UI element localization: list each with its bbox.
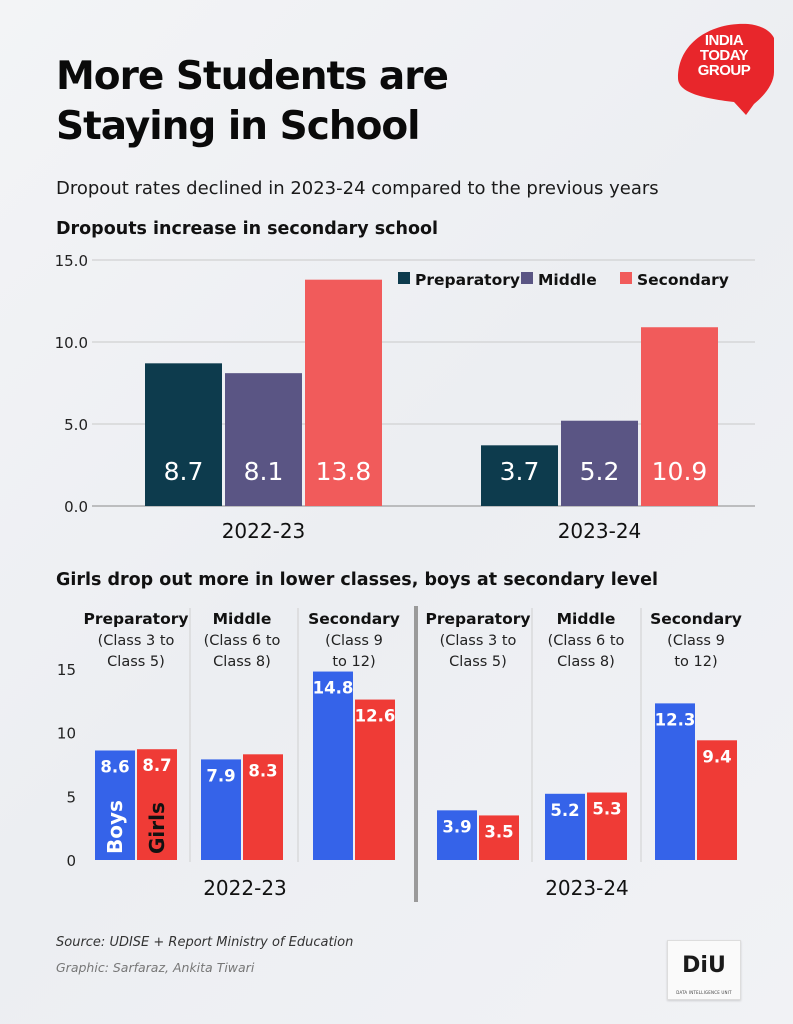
chart1-x-category-label: 2023-24: [558, 519, 642, 543]
graphic-credit: Graphic: Sarfaraz, Ankita Tiwari: [56, 960, 255, 975]
chart1-bar-value-label: 13.8: [316, 457, 372, 486]
source-note: Source: UDISE + Report Ministry of Educa…: [56, 935, 354, 950]
chart2-bar-boys: [201, 759, 241, 860]
chart2-level-class-range-line1: (Class 9: [325, 633, 383, 649]
chart1-bar-secondary: [641, 327, 718, 506]
chart1-legend-label: Middle: [538, 271, 597, 289]
chart1-y-tick-label: 10.0: [55, 334, 88, 352]
chart1-bar-value-label: 5.2: [580, 457, 620, 486]
chart2-bar-value-girls: 3.5: [484, 822, 513, 841]
chart2-bar-value-girls: 5.3: [592, 800, 621, 819]
chart1-legend-swatch: [620, 272, 632, 284]
chart2-level-class-range-line1: (Class 3 to: [440, 633, 517, 649]
chart2-bar-girls: [479, 815, 519, 860]
chart1-y-tick-label: 15.0: [55, 252, 88, 270]
chart2-bar-boys: [95, 750, 135, 860]
chart2-level-name: Secondary: [308, 610, 400, 628]
chart2-bar-girls: [587, 792, 627, 860]
chart2-dropouts-by-gender: 0 5 10 15 Preparatory (Class 3 to Class 5) 8.6 8…: [57, 606, 742, 902]
logo-line-2: TODAY: [699, 47, 749, 64]
chart1-title: Dropouts increase in secondary school: [56, 219, 439, 239]
subtitle: Dropout rates declined in 2023-24 compar…: [56, 178, 659, 199]
chart2-level-class-range-line1: (Class 3 to: [98, 633, 175, 649]
chart2-series-label-girls: Girls: [145, 802, 169, 854]
chart1-bar-middle: [561, 420, 638, 506]
logo-line-1: INDIA: [704, 32, 744, 49]
chart2-bar-boys: [655, 703, 695, 860]
title-line-1: More Students are: [56, 54, 449, 99]
chart2-bar-girls: [243, 754, 283, 860]
chart1-bar-value-label: 8.7: [164, 457, 204, 486]
chart2-level-class-range-line2: Class 5): [107, 654, 165, 670]
chart2-bar-girls: [137, 749, 177, 860]
chart2-bar-value-boys: 14.8: [313, 679, 354, 698]
chart2-y-tick-label: 0: [66, 852, 76, 870]
chart1-bar-middle: [225, 373, 302, 506]
chart1-legend-label: Secondary: [637, 271, 729, 289]
chart2-level-name: Secondary: [650, 610, 742, 628]
chart2-bar-girls: [697, 740, 737, 860]
chart1-legend-label: Preparatory: [415, 271, 520, 289]
logo-text: INDIA TODAY GROUP: [672, 33, 776, 78]
chart2-year-label: 2023-24: [545, 876, 629, 900]
logo-line-3: GROUP: [697, 62, 751, 79]
chart2-level-class-range-line2: Class 5): [449, 654, 507, 670]
chart1-x-category-label: 2022-23: [222, 519, 306, 543]
chart1-y-tick-label: 0.0: [64, 498, 88, 516]
chart2-series-label-boys: Boys: [103, 800, 127, 854]
chart2-bar-value-girls: 8.7: [142, 756, 171, 775]
chart2-level-class-range-line2: to 12): [674, 654, 717, 670]
chart2-bar-boys: [437, 810, 477, 860]
chart2-bar-value-boys: 8.6: [100, 757, 129, 776]
chart2-level-class-range-line1: (Class 9: [667, 633, 725, 649]
chart1-legend-swatch: [521, 272, 533, 284]
chart2-bar-value-boys: 7.9: [206, 766, 235, 785]
chart2-level-name: Preparatory: [426, 610, 531, 628]
chart2-level-class-range-line1: (Class 6 to: [548, 633, 625, 649]
chart2-level-name: Preparatory: [84, 610, 189, 628]
chart2-level-class-range-line1: (Class 6 to: [204, 633, 281, 649]
chart2-bar-boys: [313, 671, 353, 860]
chart1-dropouts-by-level: 0.0 5.0 10.0 15.0 8.7 8.1 13.8 2022-23 3.7 5.2 10.…: [55, 252, 755, 543]
chart1-bar-secondary: [305, 279, 382, 506]
chart2-bar-value-girls: 12.6: [355, 707, 396, 726]
chart1-legend-swatch: [398, 272, 410, 284]
chart2-level-name: Middle: [557, 610, 616, 628]
chart2-bar-value-girls: 8.3: [248, 761, 277, 780]
logo-shape-icon: [678, 23, 774, 115]
chart2-y-tick-label: 10: [57, 725, 76, 743]
page-title: More Students are Staying in School: [56, 52, 449, 152]
chart1-bar-value-label: 8.1: [244, 457, 284, 486]
chart1-bar-preparatory: [481, 445, 558, 506]
diu-logo-text: DiU: [682, 953, 726, 978]
chart2-bar-boys: [545, 793, 585, 860]
diu-logo-small-text: DATA INTELLIGENCE UNIT: [676, 990, 732, 995]
chart1-bar-preparatory: [145, 363, 222, 506]
chart1-bar-value-label: 3.7: [500, 457, 540, 486]
chart2-y-tick-label: 5: [66, 788, 76, 806]
chart2-y-tick-label: 15: [57, 661, 76, 679]
chart2-level-class-range-line2: Class 8): [213, 654, 271, 670]
chart2-bar-girls: [355, 699, 395, 860]
title-line-2: Staying in School: [56, 104, 421, 149]
chart2-title: Girls drop out more in lower classes, bo…: [56, 570, 658, 590]
diu-logo: DiU DATA INTELLIGENCE UNIT: [667, 940, 741, 1000]
chart2-bar-value-girls: 9.4: [702, 747, 731, 766]
chart2-year-label: 2022-23: [203, 876, 287, 900]
chart2-bar-value-boys: 5.2: [550, 801, 579, 820]
chart2-level-class-range-line2: to 12): [332, 654, 375, 670]
chart2-bar-value-boys: 3.9: [442, 817, 471, 836]
chart2-level-name: Middle: [213, 610, 272, 628]
chart2-level-class-range-line2: Class 8): [557, 654, 615, 670]
chart1-bar-value-label: 10.9: [652, 457, 708, 486]
chart2-bar-value-boys: 12.3: [655, 710, 696, 729]
chart1-y-tick-label: 5.0: [64, 416, 88, 434]
india-today-logo: INDIA TODAY GROUP: [672, 20, 776, 116]
